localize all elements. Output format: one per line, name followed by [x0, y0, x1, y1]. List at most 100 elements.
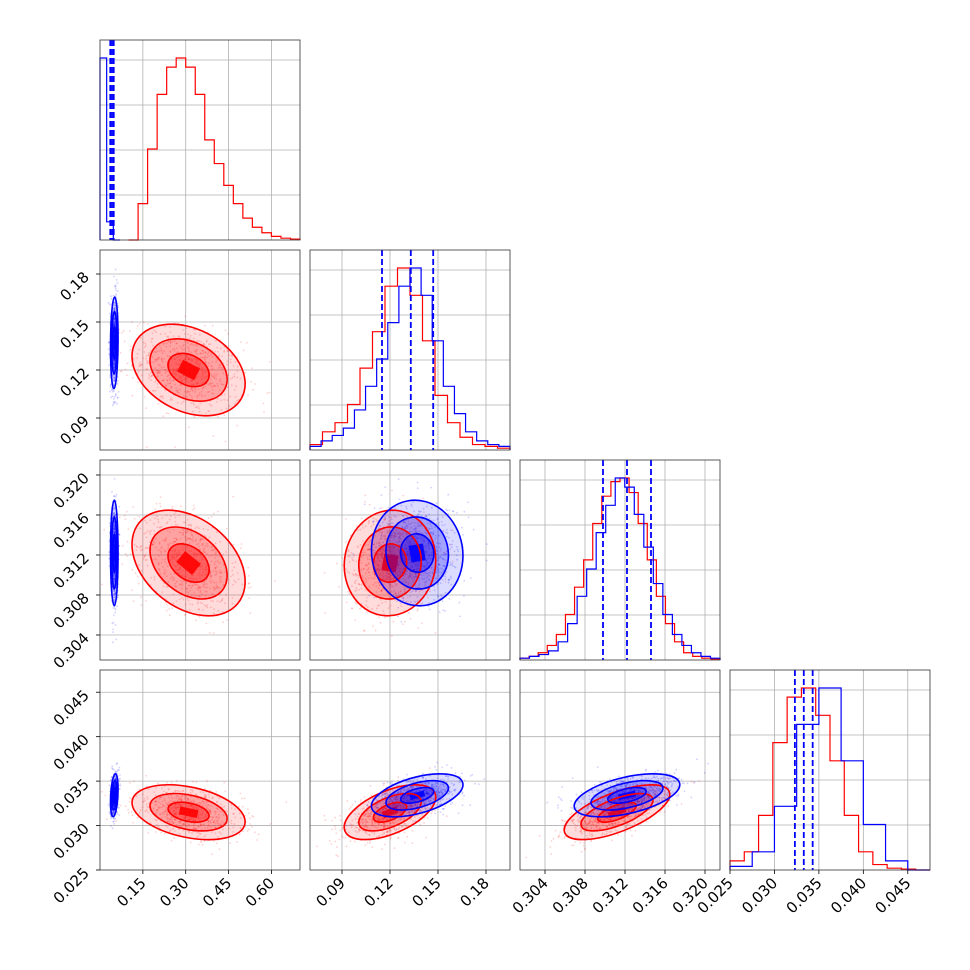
scatter-point	[147, 547, 149, 549]
scatter-point	[191, 360, 194, 362]
scatter-point	[182, 345, 185, 347]
scatter-point	[218, 813, 220, 816]
scatter-point	[229, 358, 232, 361]
scatter-point	[645, 820, 648, 823]
scatter-point	[194, 357, 197, 360]
scatter-point	[124, 518, 127, 521]
scatter-point	[208, 382, 211, 385]
scatter-point	[212, 375, 215, 377]
scatter-point	[173, 357, 176, 360]
scatter-point	[233, 403, 236, 406]
scatter-point	[151, 543, 154, 546]
scatter-point	[216, 382, 219, 385]
scatter-point	[163, 350, 165, 352]
scatter-point	[381, 548, 384, 551]
scatter-point	[173, 813, 176, 815]
scatter-point	[151, 338, 153, 340]
scatter-point	[357, 574, 360, 577]
scatter-point	[390, 836, 392, 839]
scatter-point	[194, 387, 196, 390]
scatter-point	[192, 780, 195, 783]
scatter-point	[155, 358, 157, 361]
scatter-point	[196, 382, 199, 385]
scatter-point	[188, 818, 191, 821]
scatter-point	[209, 575, 212, 577]
scatter-point	[194, 828, 197, 831]
scatter-point	[178, 803, 180, 806]
scatter-point	[108, 353, 110, 355]
scatter-point	[422, 782, 425, 785]
scatter-point	[418, 799, 421, 801]
scatter-point	[184, 315, 187, 318]
scatter-point	[195, 382, 198, 385]
scatter-point	[367, 577, 370, 579]
scatter-point	[167, 546, 170, 549]
scatter-point	[398, 832, 401, 834]
scatter-point	[381, 552, 383, 555]
scatter-point	[161, 816, 163, 819]
scatter-point	[185, 581, 188, 584]
scatter-point	[226, 386, 229, 389]
scatter-point	[186, 396, 188, 398]
scatter-point	[163, 785, 166, 788]
scatter-point	[409, 804, 412, 807]
scatter-point	[107, 302, 110, 304]
scatter-point	[227, 824, 230, 827]
scatter-point	[374, 629, 377, 632]
scatter-point	[354, 817, 357, 820]
scatter-point	[200, 823, 202, 826]
scatter-point	[190, 402, 193, 404]
scatter-point	[202, 802, 205, 805]
scatter-point	[397, 592, 400, 594]
scatter-point	[203, 604, 206, 606]
scatter-point	[165, 412, 168, 414]
scatter-point	[175, 538, 178, 541]
scatter-point	[182, 598, 185, 601]
scatter-point	[392, 585, 394, 588]
scatter-point	[425, 545, 428, 548]
scatter-point	[167, 820, 170, 823]
scatter-point	[393, 535, 395, 538]
scatter-point	[392, 821, 395, 824]
scatter-point	[166, 811, 169, 814]
scatter-point	[386, 573, 389, 576]
scatter-point	[187, 591, 190, 594]
scatter-point	[407, 552, 410, 554]
scatter-point	[390, 552, 393, 555]
scatter-point	[571, 844, 573, 847]
scatter-point	[214, 832, 217, 835]
scatter-point	[393, 847, 396, 850]
scatter-point	[192, 801, 194, 804]
scatter-point	[395, 583, 398, 586]
scatter-point	[154, 380, 157, 383]
scatter-point	[184, 340, 186, 342]
scatter-point	[383, 582, 385, 584]
scatter-point	[135, 549, 138, 551]
scatter-point	[214, 557, 216, 559]
scatter-point	[188, 804, 191, 807]
scatter-point	[199, 562, 202, 564]
scatter-point	[335, 854, 338, 857]
scatter-point	[140, 336, 142, 339]
scatter-point	[408, 540, 410, 543]
scatter-point	[140, 363, 143, 366]
scatter-point	[236, 424, 239, 427]
scatter-point	[324, 612, 327, 614]
scatter-point	[388, 545, 390, 548]
scatter-point	[214, 567, 217, 569]
scatter-point	[368, 571, 371, 574]
scatter-point	[400, 563, 403, 565]
scatter-point	[395, 529, 398, 532]
scatter-point	[161, 800, 164, 803]
scatter-point	[141, 806, 144, 809]
scatter-point	[353, 554, 356, 557]
scatter-point	[362, 577, 364, 579]
scatter-point	[629, 829, 632, 832]
scatter-point	[174, 582, 177, 585]
scatter-point	[232, 574, 234, 576]
scatter-point	[238, 833, 241, 836]
scatter-point	[386, 833, 388, 836]
scatter-point	[148, 531, 151, 533]
scatter-point	[200, 340, 203, 343]
scatter-point	[213, 840, 216, 842]
